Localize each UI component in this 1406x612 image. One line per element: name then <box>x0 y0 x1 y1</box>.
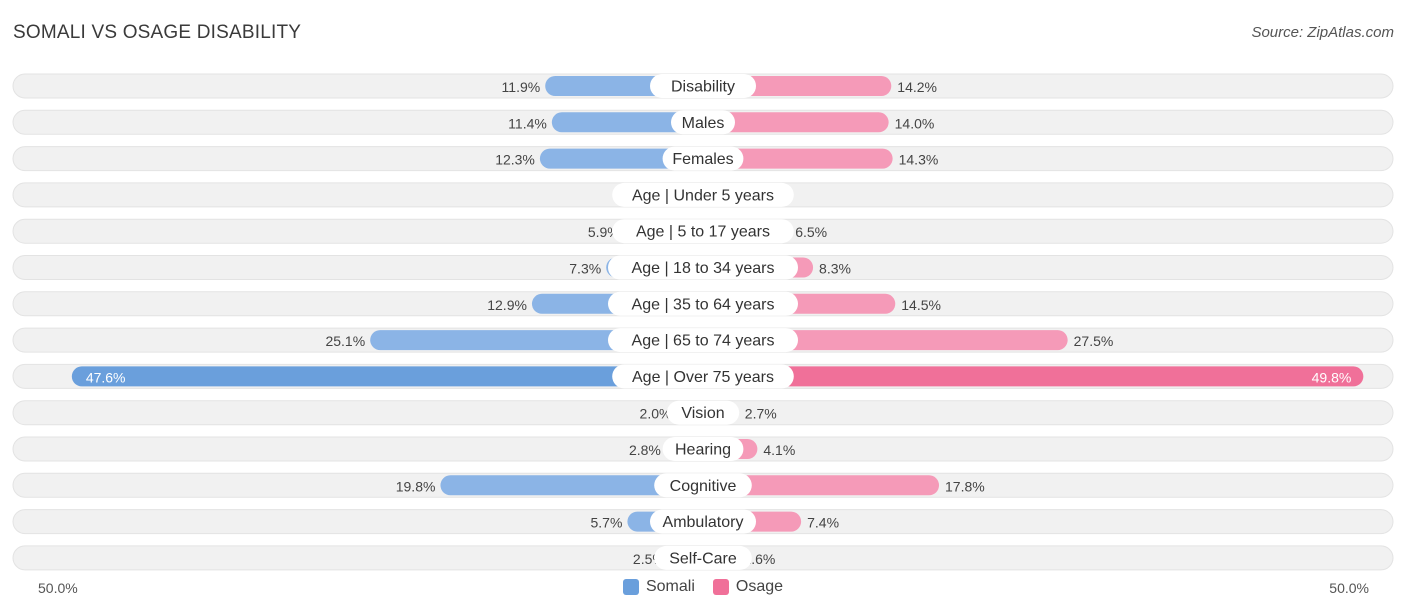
value-label-osage: 14.3% <box>899 152 939 168</box>
bar-osage[interactable] <box>703 112 889 133</box>
category-label: Cognitive <box>670 478 737 495</box>
legend-label-osage: Osage <box>735 578 784 595</box>
category-label: Age | 65 to 74 years <box>632 333 775 350</box>
value-label-osage: 6.5% <box>795 224 827 240</box>
category-pill <box>608 291 798 316</box>
legend-item-somali[interactable]: Somali <box>622 578 695 596</box>
category-label: Age | 18 to 34 years <box>632 260 775 277</box>
value-label-somali: 5.9% <box>588 224 620 240</box>
category-pill <box>650 74 756 98</box>
category-pill <box>654 473 752 498</box>
value-label-osage: 14.2% <box>897 79 937 95</box>
category-label: Age | Over 75 years <box>632 369 774 386</box>
value-label-somali: 2.0% <box>640 406 672 422</box>
bar-somali[interactable] <box>539 148 703 169</box>
category-pill <box>612 182 794 207</box>
value-label-somali: 19.8% <box>396 478 436 494</box>
value-label-osage: 27.5% <box>1074 333 1114 349</box>
value-label-osage: 2.7% <box>745 406 777 422</box>
category-pill <box>671 110 735 135</box>
category-label: Ambulatory <box>663 514 744 531</box>
category-label: Age | Under 5 years <box>632 187 774 204</box>
category-pill <box>666 400 740 425</box>
category-pill <box>608 255 798 280</box>
value-label-osage: 2.6% <box>743 551 775 567</box>
legend-item-osage[interactable]: Osage <box>712 578 784 596</box>
value-label-osage: 49.8% <box>1312 369 1352 385</box>
legend-label-somali: Somali <box>645 578 695 595</box>
category-label: Disability <box>671 79 735 96</box>
value-label-somali: 12.3% <box>495 152 535 168</box>
bar-osage[interactable] <box>703 366 1364 387</box>
value-label-somali: 11.9% <box>502 79 541 95</box>
value-label-osage: 14.0% <box>895 115 935 131</box>
category-label: Males <box>682 115 725 132</box>
category-pill <box>654 545 752 570</box>
value-label-somali: 5.7% <box>590 515 622 531</box>
value-label-osage: 17.8% <box>945 478 985 494</box>
value-label-somali: 11.4% <box>508 115 547 131</box>
bar-osage[interactable] <box>703 148 893 169</box>
bar-somali[interactable] <box>71 366 704 387</box>
bar-somali[interactable] <box>440 475 703 496</box>
source-note: Source: ZipAtlas.com <box>1251 24 1394 41</box>
bar-somali[interactable] <box>551 112 703 133</box>
category-label: Hearing <box>675 442 731 459</box>
value-label-osage: 7.4% <box>807 515 839 531</box>
category-pill <box>662 146 744 171</box>
value-label-somali: 2.8% <box>629 442 661 458</box>
chart-title: SOMALI VS OSAGE DISABILITY <box>13 22 302 43</box>
value-label-osage: 8.3% <box>819 261 851 277</box>
legend: Somali Osage <box>0 578 1406 596</box>
value-label-somali: 47.6% <box>86 369 126 385</box>
category-pill <box>650 509 756 534</box>
category-pill <box>612 364 794 389</box>
value-label-somali: 12.9% <box>487 297 527 313</box>
bar-osage[interactable] <box>703 475 940 496</box>
category-label: Self-Care <box>669 550 737 567</box>
category-label: Females <box>672 151 733 168</box>
category-label: Age | 5 to 17 years <box>636 224 770 241</box>
value-label-osage: 4.1% <box>763 442 795 458</box>
value-label-somali: 25.1% <box>325 333 365 349</box>
legend-swatch-somali <box>622 579 639 595</box>
axis-left-label: 50.0% <box>38 580 78 596</box>
value-label-osage: 14.5% <box>901 297 941 313</box>
category-label: Age | 35 to 64 years <box>632 296 775 313</box>
category-pill <box>612 219 794 244</box>
category-label: Vision <box>681 405 724 422</box>
category-pill <box>662 437 744 461</box>
axis-right-label: 50.0% <box>1329 580 1369 596</box>
legend-swatch-osage <box>712 579 729 595</box>
category-pill <box>608 328 798 353</box>
value-label-somali: 7.3% <box>569 261 601 277</box>
